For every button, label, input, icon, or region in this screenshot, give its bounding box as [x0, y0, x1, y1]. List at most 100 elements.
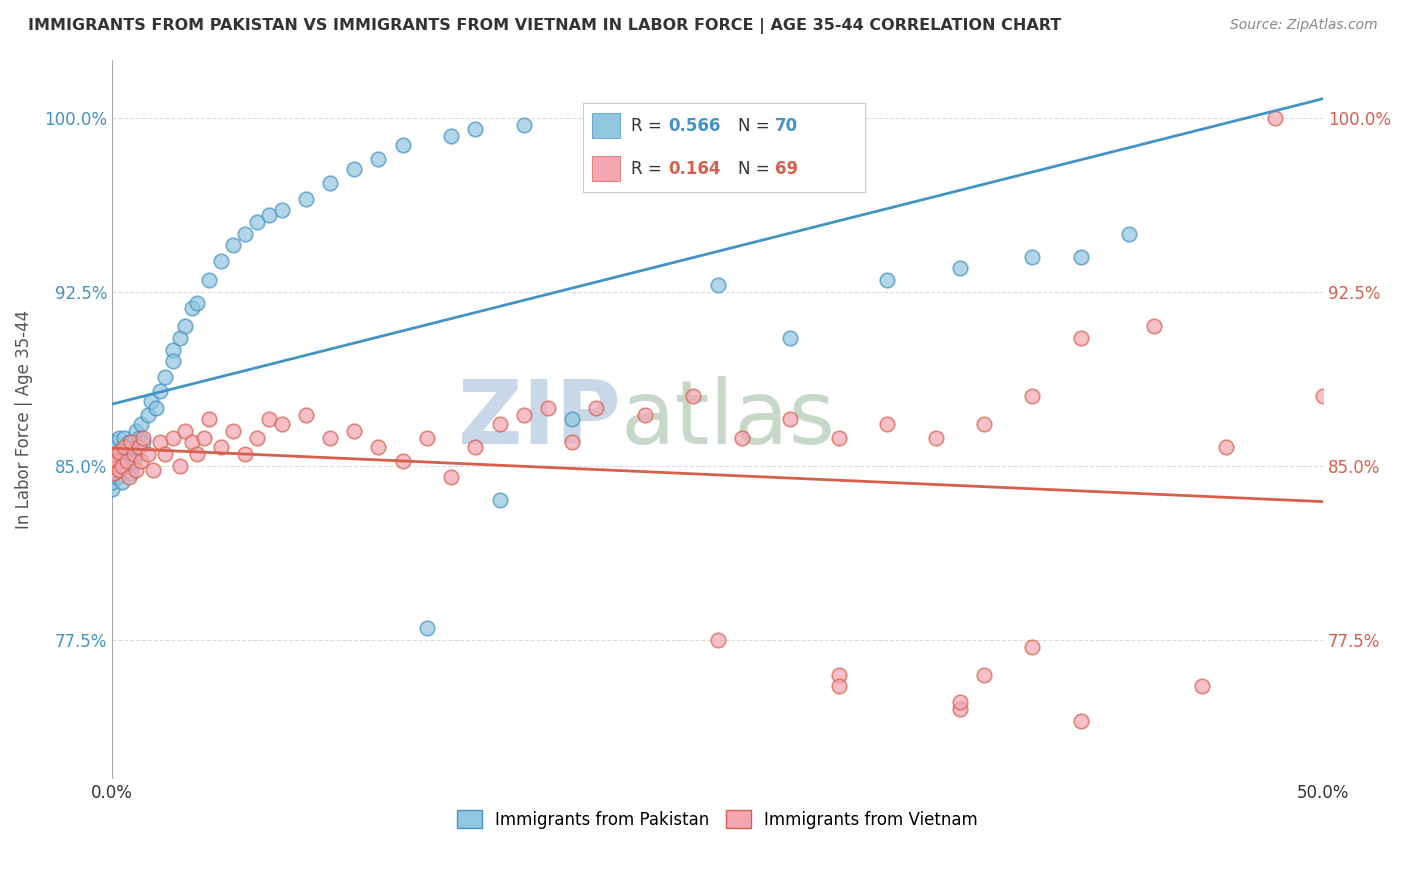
Point	[105, 451, 128, 466]
Point	[876, 417, 898, 431]
Point	[142, 463, 165, 477]
Point	[115, 458, 138, 473]
Point	[155, 447, 177, 461]
Point	[416, 621, 439, 635]
Point	[827, 667, 849, 681]
Point	[101, 458, 124, 473]
Point	[779, 331, 801, 345]
Point	[198, 273, 221, 287]
Point	[136, 408, 159, 422]
Point	[949, 261, 972, 276]
Point	[125, 424, 148, 438]
Point	[129, 454, 152, 468]
Point	[561, 435, 583, 450]
Point	[1312, 389, 1334, 403]
Point	[120, 447, 142, 461]
Point	[112, 440, 135, 454]
Point	[108, 444, 131, 458]
Point	[513, 408, 536, 422]
Point	[259, 208, 281, 222]
Point	[1142, 319, 1164, 334]
Point	[706, 632, 728, 647]
Point	[145, 401, 167, 415]
Point	[101, 463, 124, 477]
Point	[118, 454, 141, 468]
Point	[246, 431, 269, 445]
Point	[222, 238, 245, 252]
Point	[440, 470, 463, 484]
Point	[101, 442, 124, 457]
Point	[162, 431, 184, 445]
Text: 70: 70	[775, 117, 797, 135]
Point	[561, 412, 583, 426]
Point	[876, 273, 898, 287]
Text: 0.164: 0.164	[668, 160, 720, 178]
Point	[367, 440, 389, 454]
Point	[973, 667, 995, 681]
Point	[101, 458, 124, 473]
Text: R =: R =	[631, 160, 668, 178]
Point	[180, 301, 202, 315]
Point	[122, 454, 145, 468]
Point	[585, 111, 607, 125]
Point	[111, 458, 134, 473]
Point	[155, 370, 177, 384]
Point	[111, 444, 134, 458]
Point	[169, 458, 191, 473]
Point	[128, 431, 150, 445]
Point	[634, 111, 657, 125]
Point	[103, 435, 125, 450]
Point	[162, 354, 184, 368]
Point	[488, 417, 510, 431]
Point	[1191, 679, 1213, 693]
Point	[1021, 389, 1043, 403]
Point	[118, 435, 141, 450]
Point	[101, 475, 124, 489]
Point	[108, 458, 131, 473]
Point	[108, 431, 131, 445]
Point	[101, 454, 124, 468]
Text: Source: ZipAtlas.com: Source: ZipAtlas.com	[1230, 18, 1378, 32]
Point	[125, 440, 148, 454]
Point	[706, 277, 728, 292]
Point	[682, 389, 704, 403]
Text: N =: N =	[738, 160, 775, 178]
Point	[949, 702, 972, 716]
Point	[108, 463, 131, 477]
Text: atlas: atlas	[620, 376, 835, 463]
Point	[779, 412, 801, 426]
Point	[1070, 250, 1092, 264]
Point	[1215, 440, 1237, 454]
Point	[827, 679, 849, 693]
Point	[294, 408, 316, 422]
Point	[440, 129, 463, 144]
Point	[125, 463, 148, 477]
Point	[115, 440, 138, 454]
Point	[139, 393, 162, 408]
Point	[391, 454, 413, 468]
Point	[343, 161, 366, 176]
Point	[827, 431, 849, 445]
Point	[634, 408, 657, 422]
Point	[1021, 250, 1043, 264]
Point	[129, 417, 152, 431]
Point	[111, 475, 134, 489]
Point	[101, 482, 124, 496]
Point	[128, 440, 150, 454]
Point	[115, 454, 138, 468]
Point	[101, 447, 124, 461]
Point	[949, 695, 972, 709]
Point	[162, 343, 184, 357]
Point	[1118, 227, 1140, 241]
Point	[173, 424, 195, 438]
Point	[112, 431, 135, 445]
Point	[120, 435, 142, 450]
Point	[108, 447, 131, 461]
Point	[198, 412, 221, 426]
Point	[103, 463, 125, 477]
Text: N =: N =	[738, 117, 775, 135]
Point	[132, 435, 155, 450]
Point	[731, 431, 754, 445]
Point	[136, 447, 159, 461]
Point	[209, 440, 232, 454]
